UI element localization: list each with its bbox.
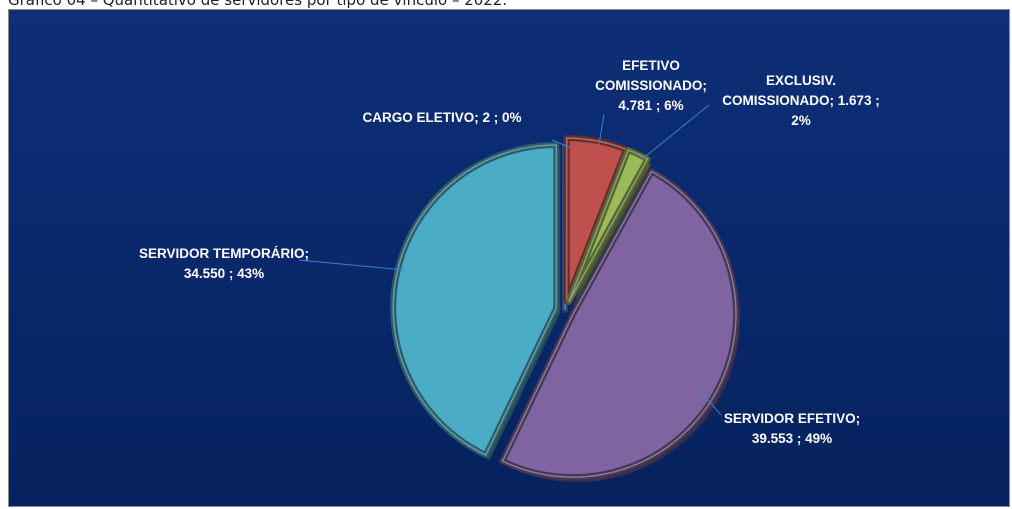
leader-lines [298,104,722,416]
figure-caption: Gráfico 04 – Quantitativo de servidores … [8,0,508,9]
data-label-cargo-eletivo: CARGO ELETIVO; 2 ; 0% [362,110,521,125]
data-label-line: SERVIDOR TEMPORÁRIO; [139,246,309,261]
data-label-line: CARGO ELETIVO; 2 ; 0% [362,110,521,125]
data-label-line: COMISSIONADO; [595,78,707,93]
leader-line [598,113,605,146]
data-label-line: 34.550 ; 43% [184,266,264,281]
pie-slices [390,135,741,483]
pie-slice-servidor-tempor-rio [390,142,560,458]
data-label-line: EFETIVO [622,58,680,73]
data-label-servidor-tempor-rio: SERVIDOR TEMPORÁRIO; 34.550 ; 43% [139,246,309,281]
data-label-servidor-efetivo: SERVIDOR EFETIVO; 39.553 ; 49% [724,411,860,446]
pie-chart-area: CARGO ELETIVO; 2 ; 0% EFETIVO COMISSIONADO… [8,9,1010,507]
leader-line [298,259,405,271]
leader-line [551,139,572,149]
data-label-line: EXCLUSIV. [766,73,836,88]
pie-slice-highlight [392,144,557,457]
data-label-line: 2% [791,113,811,128]
data-label-exclusiv-comissionado: EXCLUSIV. COMISSIONADO; 1.673 ; 2% [722,73,880,128]
pie-slice-highlight [501,170,737,478]
pie-slice-highlight [568,149,649,303]
data-label-line: COMISSIONADO; 1.673 ; [722,93,880,108]
data-labels: CARGO ELETIVO; 2 ; 0% EFETIVO COMISSIONADO… [139,58,880,446]
leader-line [640,104,710,161]
data-label-line: 39.553 ; 49% [752,431,832,446]
data-label-line: 4.781 ; 6% [618,98,683,113]
data-label-efetivo-comissionado: EFETIVO COMISSIONADO; 4.781 ; 6% [595,58,707,113]
leader-line [698,389,722,416]
pie-chart: CARGO ELETIVO; 2 ; 0% EFETIVO COMISSIONADO… [9,10,1009,506]
pie-slice-exclusiv-comissionado [565,147,651,305]
pie-slice-servidor-efetivo [499,168,739,481]
data-label-line: SERVIDOR EFETIVO; [724,411,860,426]
